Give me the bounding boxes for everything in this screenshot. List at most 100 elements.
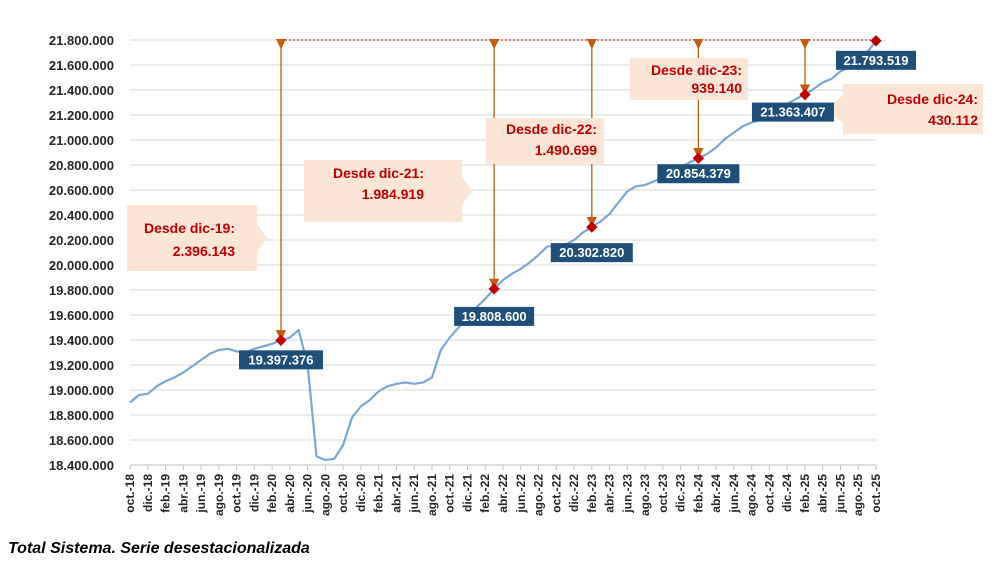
x-tick-label: ago.-25 (851, 474, 865, 516)
x-tick-label: jun.-21 (407, 474, 421, 514)
value-label: 21.793.519 (836, 50, 916, 70)
y-tick-label: 19.800.000 (49, 283, 114, 298)
y-tick-label: 21.200.000 (49, 108, 114, 123)
y-tick-label: 21.800.000 (49, 33, 114, 48)
callout-value: 430.112 (928, 112, 978, 128)
x-tick-label: ago.-22 (532, 474, 546, 516)
x-tick-label: ago.-23 (638, 474, 652, 516)
x-tick-label: dic.-20 (354, 474, 368, 512)
x-tick-label: jun.-20 (301, 474, 315, 514)
value-label-text: 20.302.820 (559, 245, 624, 260)
y-tick-label: 20.200.000 (49, 233, 114, 248)
x-tick-label: ago.-21 (425, 474, 439, 516)
y-tick-label: 21.400.000 (49, 83, 114, 98)
y-tick-label: 21.600.000 (49, 58, 114, 73)
y-tick-label: 20.800.000 (49, 158, 114, 173)
annotation-callout: Desde dic-22: 1.490.699 (486, 118, 604, 164)
callout-title: Desde dic-23: (651, 62, 742, 78)
value-label-text: 20.854.379 (666, 166, 731, 181)
y-tick-label: 20.600.000 (49, 183, 114, 198)
x-tick-label: feb.-25 (798, 474, 812, 513)
callout-value: 939.140 (691, 80, 742, 96)
value-label: 20.854.379 (657, 164, 740, 184)
y-axis: 18.400.000 18.600.000 18.800.000 19.000.000… (49, 33, 114, 473)
y-tick-label: 20.000.000 (49, 258, 114, 273)
x-tick-label: oct.-18 (123, 474, 137, 513)
annotation-callout: Desde dic-24: 430.112 (825, 84, 983, 134)
x-tick-label: oct.-20 (336, 474, 350, 513)
x-tick-label: abr.-25 (816, 474, 830, 513)
x-tick-label: jun.-25 (833, 474, 847, 514)
value-label: 19.397.376 (238, 350, 323, 370)
y-tick-label: 18.600.000 (49, 433, 114, 448)
x-tick-label: oct.-21 (443, 474, 457, 513)
highlight-markers: 19.397.376 19.808.600 20.302.820 20.854.379… (238, 35, 916, 370)
callout-title: Desde dic-21: (333, 165, 424, 181)
x-tick-label: dic.-21 (460, 474, 474, 512)
chart-caption: Total Sistema. Serie desestacionalizada (8, 540, 310, 557)
callout-title: Desde dic-19: (144, 220, 235, 236)
callout-value: 1.984.919 (362, 186, 424, 202)
x-tick-label: abr.-23 (603, 474, 617, 513)
y-tick-label: 19.400.000 (49, 333, 114, 348)
x-tick-label: abr.-22 (496, 474, 510, 513)
x-tick-label: ago.-19 (212, 474, 226, 516)
value-label-text: 21.793.519 (843, 53, 908, 68)
value-label: 19.808.600 (454, 306, 535, 326)
value-label-box (550, 243, 633, 263)
highlight-marker (275, 334, 287, 346)
x-tick-label: dic.-18 (141, 474, 155, 512)
value-label-box (751, 102, 834, 122)
x-tick-label: oct.-22 (549, 474, 563, 513)
annotations: Desde dic-19: 2.396.143 Desde dic-21: 1.984… (127, 38, 983, 341)
callout-pointer (825, 95, 843, 123)
x-tick-label: feb.-19 (159, 474, 173, 513)
y-tick-label: 19.200.000 (49, 358, 114, 373)
y-tick-label: 18.800.000 (49, 408, 114, 423)
value-label-box (454, 306, 535, 326)
x-tick-label: jun.-19 (194, 474, 208, 514)
value-label-text: 19.808.600 (462, 309, 527, 324)
y-tick-label: 19.600.000 (49, 308, 114, 323)
x-tick-label: feb.-23 (585, 474, 599, 513)
highlight-marker (586, 221, 598, 233)
x-tick-label: dic.-22 (567, 474, 581, 512)
callout-value: 2.396.143 (173, 243, 235, 259)
x-tick-label: jun.-22 (514, 474, 528, 514)
callout-pointer (257, 224, 267, 252)
highlight-marker (488, 283, 500, 295)
x-tick-label: dic.-19 (247, 474, 261, 512)
x-tick-label: dic.-23 (674, 474, 688, 512)
value-label-box (657, 164, 740, 184)
callout-value: 1.490.699 (535, 142, 597, 158)
callout-pointer (462, 177, 472, 205)
highlight-marker (692, 152, 705, 164)
value-label: 20.302.820 (550, 243, 633, 263)
x-tick-label: dic.-24 (780, 474, 794, 512)
x-tick-label: ago.-24 (745, 474, 759, 516)
highlight-marker (799, 88, 811, 101)
x-tick-label: feb.-21 (372, 474, 386, 513)
x-axis: oct.-18 dic.-18 feb.-19 abr.-19 jun.-19 ago.-… (123, 464, 883, 516)
value-label: 21.363.407 (751, 102, 834, 122)
x-tick-label: abr.-20 (283, 474, 297, 513)
callout-title: Desde dic-22: (506, 121, 597, 137)
value-label-box (238, 350, 323, 370)
annotation-callout: Desde dic-23: 939.140 (630, 58, 748, 100)
x-tick-label: abr.-21 (389, 474, 403, 513)
callout-box (304, 160, 462, 222)
x-tick-label: feb.-22 (478, 474, 492, 513)
series-line (129, 40, 877, 462)
x-tick-label: jun.-23 (620, 474, 634, 514)
x-tick-label: oct.-25 (869, 474, 883, 513)
y-tick-label: 19.000.000 (49, 383, 114, 398)
callout-box (127, 205, 257, 271)
x-tick-label: jun.-24 (727, 474, 741, 514)
x-tick-label: oct.-23 (656, 474, 670, 513)
callout-box (486, 118, 604, 164)
x-tick-label: oct.-24 (762, 474, 776, 513)
series-path (129, 40, 877, 462)
callout-box (843, 84, 983, 134)
callout-box (630, 58, 748, 100)
x-tick-label: feb.-20 (265, 474, 279, 513)
